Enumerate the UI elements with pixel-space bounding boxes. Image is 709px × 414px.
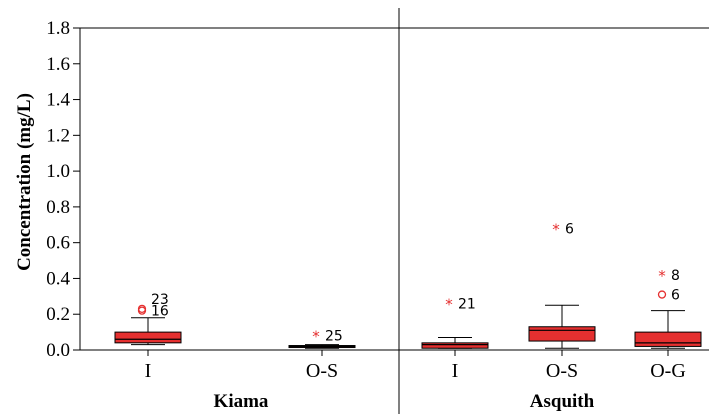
y-tick-label: 1.0 bbox=[46, 161, 70, 182]
y-tick-label: 0.6 bbox=[46, 233, 70, 254]
outlier-star: * bbox=[312, 328, 320, 346]
outlier-circle bbox=[657, 290, 667, 299]
y-tick-label: 1.6 bbox=[46, 54, 70, 75]
iqr-box bbox=[634, 331, 702, 347]
x-tick-label: O-G bbox=[650, 360, 686, 382]
y-tick-label: 0.2 bbox=[46, 304, 70, 325]
outlier-star: * bbox=[552, 220, 560, 238]
x-tick-label: I bbox=[452, 360, 459, 382]
iqr-box bbox=[114, 331, 182, 344]
outlier-label: 25 bbox=[325, 329, 343, 345]
outlier-label: 8 bbox=[671, 268, 680, 284]
y-axis-title: Concentration (mg/L) bbox=[14, 93, 35, 271]
y-tick-label: 1.8 bbox=[46, 18, 70, 39]
y-tick-label: 0.0 bbox=[46, 340, 70, 361]
y-tick-label: 1.4 bbox=[46, 90, 70, 111]
outlier-label: 16 bbox=[151, 304, 169, 320]
iqr-box bbox=[528, 326, 596, 342]
outlier-label: 23 bbox=[151, 292, 169, 308]
outlier-star: * bbox=[445, 295, 453, 313]
y-tick-label: 0.4 bbox=[46, 268, 70, 289]
outlier-star: * bbox=[658, 267, 666, 285]
outlier-circle bbox=[137, 306, 147, 315]
outlier-label: 6 bbox=[671, 288, 680, 304]
group-label: Kiama bbox=[214, 391, 269, 412]
x-tick-label: I bbox=[145, 360, 152, 382]
outlier-label: 6 bbox=[565, 221, 574, 237]
y-tick-label: 1.2 bbox=[46, 125, 70, 146]
outlier-label: 21 bbox=[458, 296, 476, 312]
y-tick-label: 0.8 bbox=[46, 197, 70, 218]
iqr-box bbox=[421, 342, 489, 349]
x-tick-label: O-S bbox=[306, 360, 338, 382]
x-tick-label: O-S bbox=[546, 360, 578, 382]
group-label: Asquith bbox=[530, 391, 595, 412]
